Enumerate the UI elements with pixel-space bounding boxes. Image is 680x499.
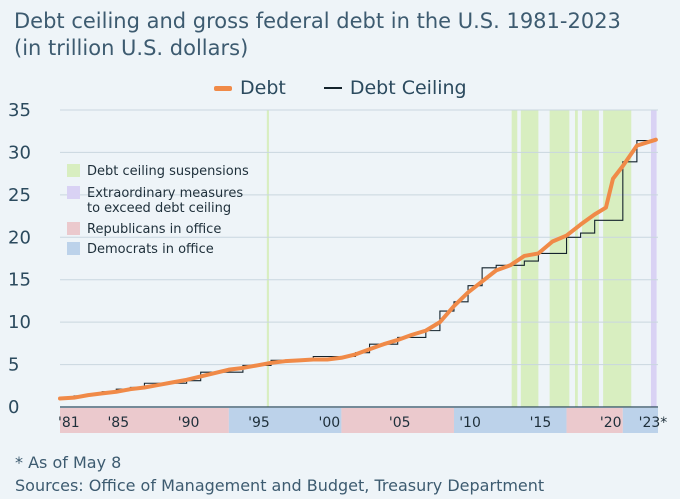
suspension-band <box>549 110 570 407</box>
inset-legend-label: Debt ceiling suspensions <box>87 164 249 179</box>
x-tick-label: '23* <box>639 415 668 431</box>
suspension-band <box>582 110 599 407</box>
x-tick-label: '90 <box>178 415 200 431</box>
legend-label-debt: Debt <box>240 77 286 99</box>
legend-item-debt: Debt <box>214 77 286 99</box>
administration-band <box>341 408 454 433</box>
title-line-2: (in trillion U.S. dollars) <box>14 36 249 60</box>
series-line-debt <box>58 137 658 401</box>
x-tick-label: '20 <box>600 415 622 431</box>
y-tick-label: 15 <box>8 270 31 291</box>
x-tick-label: '95 <box>248 415 270 431</box>
y-tick-label: 25 <box>8 185 31 206</box>
x-tick-label: '10 <box>459 415 481 431</box>
inset-legend-label: Republicans in office <box>87 222 221 237</box>
inset-legend-swatch <box>67 186 80 199</box>
administration-band <box>622 408 658 433</box>
sources-note: Sources: Office of Management and Budget… <box>15 476 545 495</box>
inset-legend-swatch <box>67 222 80 235</box>
administration-band <box>60 408 229 433</box>
y-tick-label: 10 <box>8 312 31 333</box>
administration-band <box>453 408 567 433</box>
legend-item-ceiling: Debt Ceiling <box>323 77 467 99</box>
inset-legend-label: Extraordinary measures <box>87 186 243 201</box>
extraordinary-measures-band <box>650 110 657 407</box>
suspension-band <box>511 110 518 407</box>
x-tick-label: '00 <box>319 415 341 431</box>
x-tick-label: '05 <box>389 415 411 431</box>
footnote: * As of May 8 <box>15 453 122 472</box>
suspension-band <box>574 110 578 407</box>
x-tick-label: '15 <box>530 415 552 431</box>
chart-legend: Debt Debt Ceiling <box>214 76 505 100</box>
suspension-band <box>266 110 269 407</box>
chart-title: Debt ceiling and gross federal debt in t… <box>14 8 674 62</box>
ceiling-swatch <box>323 87 342 89</box>
y-tick-label: 5 <box>8 355 19 376</box>
debt-swatch <box>214 85 232 91</box>
suspension-band <box>603 110 632 407</box>
inset-legend-swatch <box>67 242 80 255</box>
inset-legend-label: Democrats in office <box>87 242 214 257</box>
administration-band <box>228 408 342 433</box>
y-tick-label: 35 <box>8 100 31 121</box>
x-tick-label: '85 <box>107 415 129 431</box>
administration-band <box>566 408 623 433</box>
legend-label-ceiling: Debt Ceiling <box>349 77 467 99</box>
suspension-band <box>520 110 539 407</box>
y-tick-label: 0 <box>8 397 19 418</box>
y-tick-label: 30 <box>8 142 31 163</box>
inset-legend-swatch <box>67 164 80 177</box>
inset-legend-label: to exceed debt ceiling <box>87 201 231 216</box>
y-tick-label: 20 <box>8 227 31 248</box>
x-tick-label: '81 <box>58 415 80 431</box>
title-line-1: Debt ceiling and gross federal debt in t… <box>14 9 621 33</box>
